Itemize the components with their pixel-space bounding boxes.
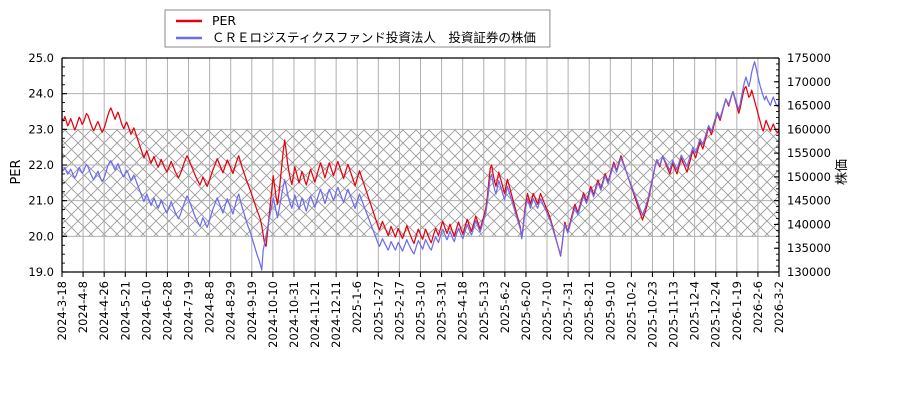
series-line-price xyxy=(62,61,779,271)
x-tick-label: 2025-6-2 xyxy=(498,281,512,333)
x-tick-label: 2025-6-20 xyxy=(519,281,533,341)
left-tick-label: 25.0 xyxy=(28,51,54,65)
x-tick-label: 2025-10-23 xyxy=(645,281,659,348)
left-tick-label: 20.0 xyxy=(28,229,54,243)
left-axis-title: PER xyxy=(9,159,24,184)
right-tick-label: 140000 xyxy=(787,217,831,231)
x-tick-label: 2024-6-28 xyxy=(160,281,174,341)
x-tick-label: 2025-1-6 xyxy=(350,281,364,333)
gridlines xyxy=(61,57,780,273)
x-tick-label: 2024-7-19 xyxy=(182,281,196,341)
right-tick-label: 165000 xyxy=(787,99,831,113)
x-tick-label: 2025-9-10 xyxy=(603,281,617,341)
x-tick-label: 2024-12-11 xyxy=(329,281,343,348)
left-tick-label: 21.0 xyxy=(28,194,54,208)
left-tick-label: 24.0 xyxy=(28,87,54,101)
x-tick-label: 2025-3-10 xyxy=(414,281,428,341)
x-tick-label: 2024-6-10 xyxy=(139,281,153,341)
right-tick-label: 160000 xyxy=(787,122,831,136)
x-tick-label: 2026-3-2 xyxy=(772,281,786,333)
legend-label-price: ＣＲＥロジスティクスファンド投資法人 投資証券の株価 xyxy=(212,30,536,45)
x-tick-label: 2025-12-24 xyxy=(709,281,723,348)
x-tick-label: 2025-12-4 xyxy=(688,281,702,341)
x-tick-label: 2026-1-19 xyxy=(730,281,744,341)
x-tick-label: 2024-11-21 xyxy=(308,281,322,348)
left-tick-label: 19.0 xyxy=(28,265,54,279)
x-tick-label: 2024-5-21 xyxy=(118,281,132,341)
right-tick-label: 150000 xyxy=(787,170,831,184)
left-tick-label: 22.0 xyxy=(28,158,54,172)
left-axis-tick-labels: 19.0 20.0 21.0 22.0 23.0 24.0 25.0 xyxy=(28,51,54,279)
legend-label-per: PER xyxy=(212,13,236,28)
x-tick-label: 2025-11-13 xyxy=(667,281,681,348)
x-tick-label: 2025-10-2 xyxy=(624,281,638,341)
right-tick-label: 145000 xyxy=(787,194,831,208)
right-axis-tick-labels: 130000 135000 140000 145000 150000 155000 1600… xyxy=(787,51,831,279)
x-tick-label: 2025-5-13 xyxy=(477,281,491,341)
x-tick-label: 2024-10-31 xyxy=(287,281,301,348)
x-tick-label: 2025-7-31 xyxy=(561,281,575,341)
x-tick-label: 2024-3-18 xyxy=(55,281,69,341)
x-tick-label: 2024-4-26 xyxy=(97,281,111,341)
x-tick-label: 2026-2-6 xyxy=(751,281,765,333)
right-tick-label: 175000 xyxy=(787,51,831,65)
chart-legend: PER ＣＲＥロジスティクスファンド投資法人 投資証券の株価 xyxy=(164,9,551,48)
x-tick-label: 2024-10-10 xyxy=(266,281,280,348)
right-axis-title: 株価 xyxy=(835,159,850,185)
series-line-per xyxy=(62,85,779,257)
x-tick-label: 2024-8-29 xyxy=(224,281,238,341)
legend-box xyxy=(164,9,551,48)
x-axis-tick-labels: 2024-3-18 2024-4-8 2024-4-26 2024-5-21 2024-… xyxy=(55,281,786,348)
right-tick-label: 130000 xyxy=(787,265,831,279)
x-tick-label: 2025-3-31 xyxy=(435,281,449,341)
x-tick-label: 2025-8-21 xyxy=(582,281,596,341)
x-tick-label: 2024-9-19 xyxy=(245,281,259,341)
x-tick-label: 2025-2-17 xyxy=(392,281,406,341)
right-tick-label: 155000 xyxy=(787,146,831,160)
x-tick-label: 2025-1-27 xyxy=(371,281,385,341)
x-tick-label: 2025-7-10 xyxy=(540,281,554,341)
left-tick-label: 23.0 xyxy=(28,122,54,136)
tick-marks xyxy=(61,57,780,277)
x-tick-label: 2024-8-8 xyxy=(203,281,217,333)
right-tick-label: 170000 xyxy=(787,75,831,89)
x-tick-label: 2025-4-18 xyxy=(456,281,470,341)
right-tick-label: 135000 xyxy=(787,241,831,255)
series-layer xyxy=(62,61,779,271)
x-tick-label: 2024-4-8 xyxy=(76,281,90,333)
